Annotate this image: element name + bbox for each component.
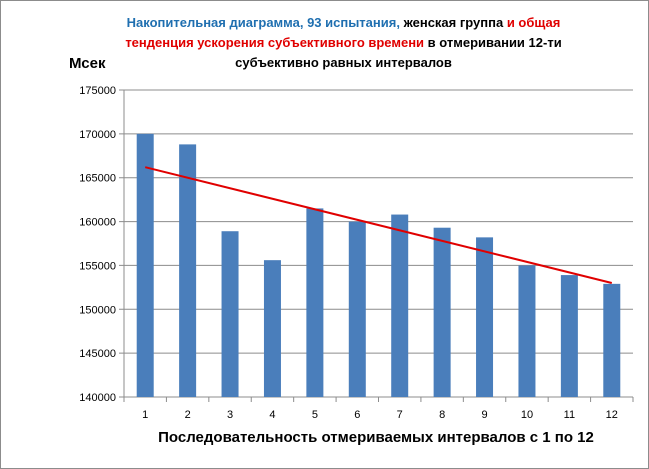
x-tick-label: 11 (564, 409, 575, 421)
x-tick-label: 1 (142, 409, 148, 421)
bar (391, 214, 409, 397)
bar (348, 221, 366, 397)
bar (476, 237, 494, 397)
title-part-2: женская группа (399, 15, 507, 30)
x-axis-label: Последовательность отмериваемых интервал… (158, 429, 594, 446)
title-part-3: и общая (506, 15, 561, 30)
y-tick-label: 140000 (79, 392, 116, 404)
x-tick-label: 8 (439, 409, 445, 421)
x-tick-label: 7 (397, 409, 403, 421)
title-part-5: в отмеривании 12-ти (424, 35, 562, 50)
bar (433, 227, 451, 397)
bar (518, 265, 536, 397)
x-tick-label: 3 (227, 409, 233, 421)
bar (136, 133, 154, 397)
y-tick-label: 170000 (79, 129, 116, 141)
bar (603, 283, 621, 397)
y-tick-label: 155000 (79, 260, 116, 272)
x-tick-label: 5 (312, 409, 318, 421)
x-tick-label: 9 (481, 409, 487, 421)
x-tick-label: 4 (269, 409, 275, 421)
x-tick-label: 12 (606, 409, 618, 421)
x-tick-label: 2 (185, 409, 191, 421)
trend-line (144, 166, 613, 284)
x-tick-label: 10 (521, 409, 533, 421)
y-axis-label: Мсек (69, 55, 106, 72)
bar (263, 260, 281, 397)
x-tick-label: 6 (354, 409, 360, 421)
y-tick-label: 160000 (79, 217, 116, 229)
y-tick-label: 145000 (79, 348, 116, 360)
title-part-4: тенденция ускорения субъективного времен… (125, 35, 425, 50)
y-tick-label: 175000 (79, 85, 116, 97)
bar (306, 208, 324, 397)
title-part-1: Накопительная диаграмма, 93 испытания, (126, 15, 400, 30)
bar (179, 144, 197, 397)
y-tick-label: 150000 (79, 304, 116, 316)
y-tick-label: 165000 (79, 173, 116, 185)
title-part-6: субъективно равных интервалов (235, 55, 452, 70)
chart-title: Накопительная диаграмма, 93 испытания, ж… (71, 13, 616, 73)
bar (560, 275, 578, 397)
bar (221, 231, 239, 397)
